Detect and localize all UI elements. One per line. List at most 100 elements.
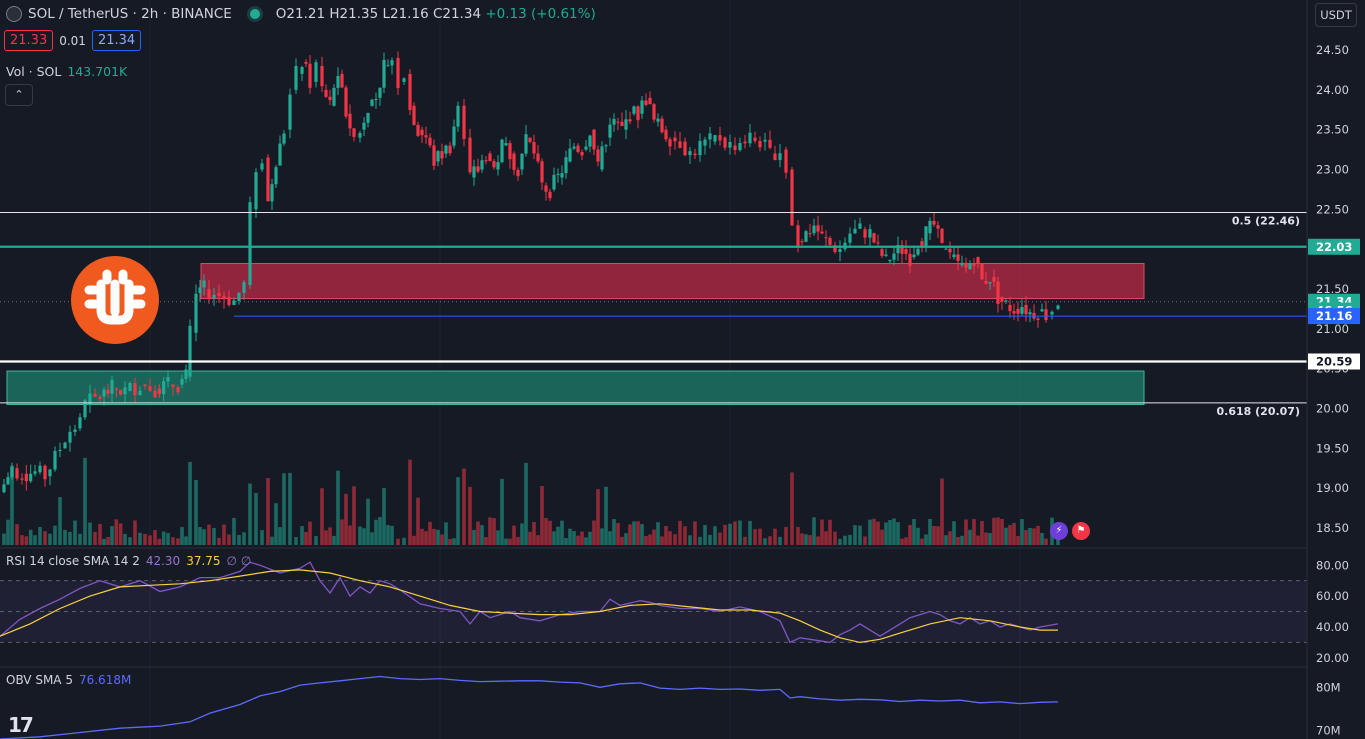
volume-bar bbox=[604, 486, 608, 545]
volume-bar bbox=[778, 536, 782, 545]
volume-bar bbox=[683, 526, 687, 545]
volume-bar bbox=[38, 526, 42, 545]
volume-bar bbox=[28, 529, 33, 545]
candle-body bbox=[604, 145, 608, 147]
candle-body bbox=[424, 135, 428, 138]
symbol-title[interactable]: SOL / TetherUS · 2h · BINANCE bbox=[28, 6, 232, 22]
rsi-legend[interactable]: RSI 14 close SMA 14 2 42.30 37.75 ∅ ∅ bbox=[6, 554, 251, 568]
candle-body bbox=[157, 388, 161, 395]
close-value: C21.34 bbox=[432, 6, 482, 22]
candle-body bbox=[436, 151, 440, 162]
volume-bar bbox=[157, 538, 162, 545]
candle-body bbox=[288, 94, 292, 130]
candle-body bbox=[800, 241, 804, 243]
candle-body bbox=[93, 393, 97, 397]
candle-body bbox=[796, 225, 800, 246]
volume-bar bbox=[484, 537, 488, 545]
volume-bar bbox=[936, 526, 940, 545]
candle-body bbox=[114, 388, 118, 390]
volume-bar bbox=[436, 529, 440, 545]
volume-bar bbox=[106, 537, 110, 545]
volume-bar bbox=[884, 522, 888, 545]
volume-value: 143.701K bbox=[67, 64, 128, 79]
price-label: 20.59 bbox=[1316, 354, 1352, 368]
candle-body bbox=[266, 157, 270, 202]
y-tick-label: 18.50 bbox=[1316, 521, 1349, 535]
candle-body bbox=[332, 87, 336, 106]
candle-body bbox=[232, 300, 236, 306]
price-axis bbox=[1307, 0, 1365, 739]
candle-body bbox=[237, 292, 241, 301]
candle-body bbox=[58, 450, 62, 452]
obv-legend[interactable]: OBV SMA 5 76.618M bbox=[6, 673, 131, 687]
volume-bar bbox=[328, 527, 332, 545]
volume-bar bbox=[1016, 536, 1020, 545]
volume-bar bbox=[212, 527, 216, 545]
candle-body bbox=[15, 468, 19, 479]
collapse-legend-button[interactable]: ⌃ bbox=[5, 84, 33, 106]
buy-button[interactable]: 21.34 bbox=[91, 30, 142, 51]
us-flag-event-icon[interactable]: ⚑ bbox=[1072, 522, 1090, 540]
candle-body bbox=[520, 153, 524, 170]
currency-button[interactable]: USDT bbox=[1315, 3, 1357, 27]
support-zone bbox=[6, 370, 1145, 406]
candle-body bbox=[1000, 296, 1004, 302]
resistance-zone bbox=[200, 263, 1145, 300]
candle-body bbox=[876, 242, 880, 244]
price-label-box bbox=[1308, 308, 1360, 325]
volume-bar bbox=[237, 534, 241, 545]
volume-bar bbox=[512, 525, 516, 545]
candle-body bbox=[773, 153, 777, 161]
volume-bar bbox=[624, 533, 628, 545]
candle-body bbox=[972, 263, 976, 266]
candle-body bbox=[128, 383, 132, 391]
volume-bar bbox=[500, 478, 504, 545]
candle-body bbox=[33, 471, 37, 474]
candle-body bbox=[1024, 304, 1028, 315]
candle-body bbox=[278, 143, 282, 166]
spread-value: 0.01 bbox=[59, 33, 86, 48]
y-tick-label: 21.50 bbox=[1316, 282, 1349, 296]
volume-bar bbox=[564, 538, 568, 545]
solana-coin-icon bbox=[6, 6, 22, 22]
volume-bar bbox=[217, 537, 221, 545]
y-tick-label: 20.00 bbox=[1316, 402, 1349, 416]
candle-body bbox=[29, 473, 33, 482]
volume-legend[interactable]: Vol · SOL 143.701K bbox=[6, 64, 127, 79]
candle-body bbox=[260, 163, 264, 170]
volume-bar bbox=[344, 493, 348, 545]
candle-body bbox=[612, 118, 616, 125]
volume-bar bbox=[138, 532, 142, 545]
volume-bar bbox=[872, 518, 876, 545]
candle-body bbox=[872, 233, 876, 243]
price-label: 22.03 bbox=[1316, 240, 1352, 254]
candle-body bbox=[968, 263, 972, 270]
volume-bar bbox=[402, 537, 406, 545]
candle-body bbox=[402, 78, 406, 82]
tradingview-logo[interactable]: 17 bbox=[8, 713, 34, 737]
volume-bar bbox=[308, 521, 312, 545]
candle-body bbox=[472, 166, 476, 178]
candle-body bbox=[370, 99, 374, 106]
volume-bar bbox=[314, 536, 318, 545]
volume-bar bbox=[294, 537, 298, 545]
trade-quote: 21.33 0.01 21.34 bbox=[4, 30, 142, 51]
sell-button[interactable]: 21.33 bbox=[4, 30, 54, 51]
volume-bar bbox=[988, 532, 992, 545]
candle-body bbox=[153, 390, 157, 398]
candle-body bbox=[452, 126, 456, 146]
candle-body bbox=[824, 237, 828, 239]
candle-body bbox=[688, 151, 692, 156]
candle-body bbox=[920, 241, 924, 246]
candle-body bbox=[300, 67, 304, 74]
candle-body bbox=[572, 146, 576, 149]
volume-bar bbox=[820, 519, 824, 545]
candle-body bbox=[516, 169, 520, 177]
volume-bar bbox=[853, 525, 857, 545]
candle-body bbox=[304, 61, 308, 64]
volume-bar bbox=[644, 536, 648, 545]
candle-body bbox=[853, 228, 857, 234]
lightning-event-icon[interactable]: ⚡ bbox=[1050, 522, 1068, 540]
candle-body bbox=[528, 137, 532, 143]
